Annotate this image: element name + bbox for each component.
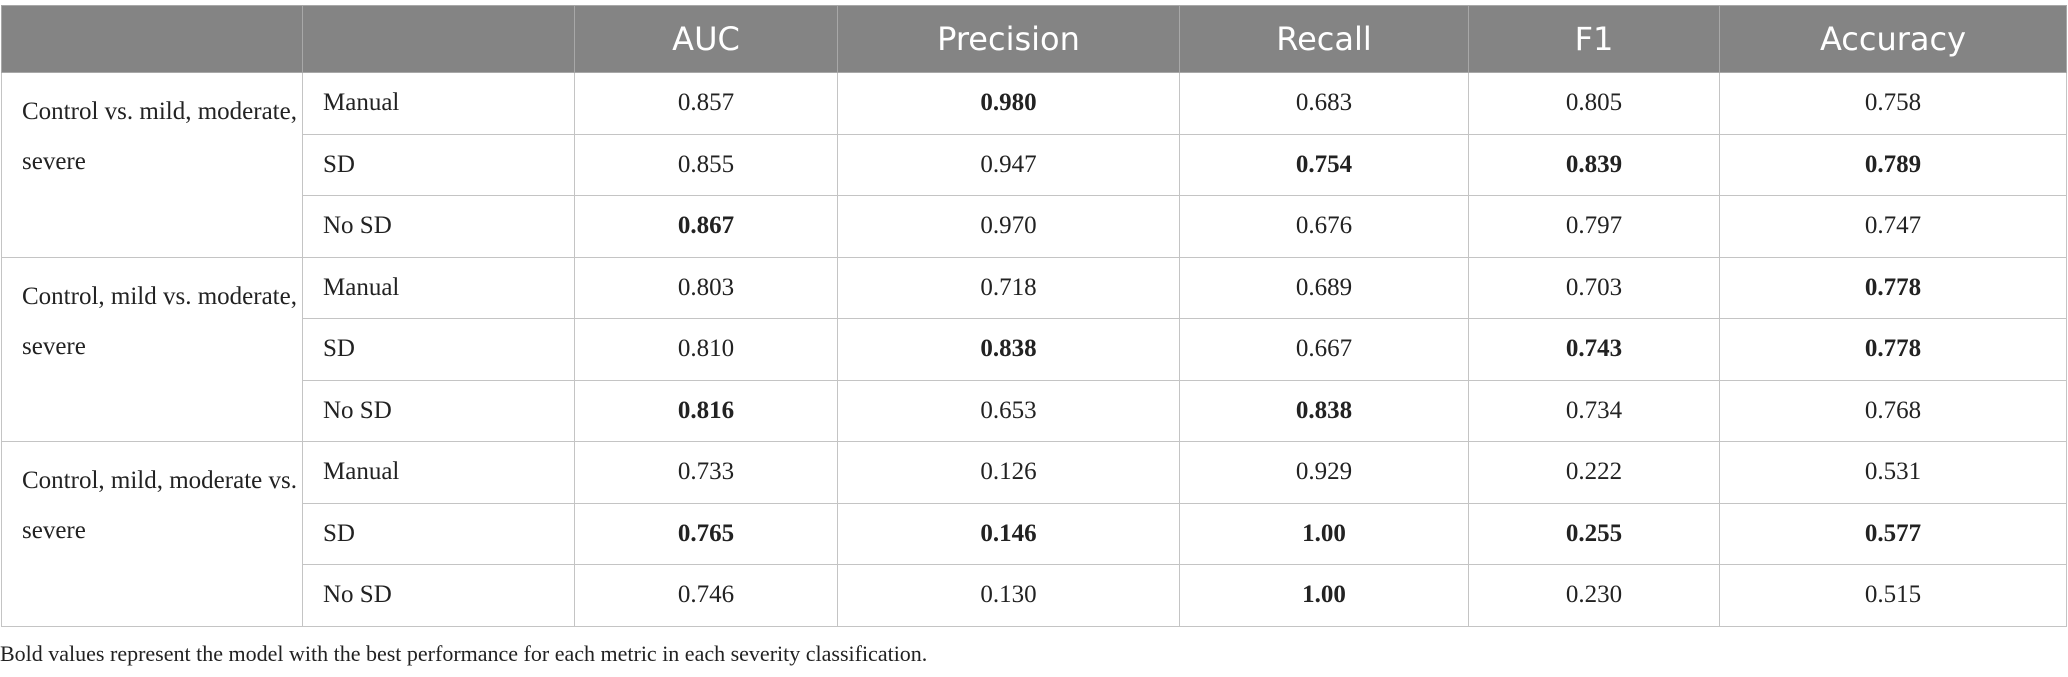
header-corner [1,5,303,73]
recall-value-cell: 0.667 [1179,318,1469,381]
f1-value-cell: 0.230 [1468,564,1720,627]
precision-value-cell: 0.146 [837,502,1180,565]
model-name-cell: Manual [302,72,575,135]
auc-value-cell: 0.855 [574,133,838,196]
accuracy-value-cell: 0.758 [1719,72,2067,135]
auc-value-cell: 0.803 [574,256,838,319]
recall-value-cell: 0.689 [1179,256,1469,319]
accuracy-value-cell: 0.747 [1719,195,2067,258]
f1-value-cell: 0.255 [1468,502,1720,565]
table-row: No SD 0.816 0.653 0.838 0.734 0.768 [2,379,2067,442]
recall-value-cell: 0.676 [1179,195,1469,258]
table-header: AUC Precision Recall F1 Accuracy [1,5,2067,73]
model-name-cell: Manual [302,256,575,319]
results-table: AUC Precision Recall F1 Accuracy Control… [1,5,2067,627]
precision-value-cell: 0.718 [837,256,1180,319]
accuracy-value-cell: 0.515 [1719,564,2067,627]
header-precision: Precision [837,5,1180,73]
accuracy-value-cell: 0.778 [1719,256,2067,319]
model-name-cell: Manual [302,441,575,504]
auc-value-cell: 0.816 [574,379,838,442]
table-footnote: Bold values represent the model with the… [0,641,928,666]
header-empty [302,5,575,73]
table-row: SD 0.810 0.838 0.667 0.743 0.778 [2,318,2067,381]
model-name-cell: No SD [302,564,575,627]
recall-value-cell: 0.683 [1179,72,1469,135]
precision-value-cell: 0.653 [837,379,1180,442]
precision-value-cell: 0.970 [837,195,1180,258]
severity-group-label: Control vs. mild, moderate, severe [1,72,303,258]
recall-value-cell: 0.754 [1179,133,1469,196]
accuracy-value-cell: 0.778 [1719,318,2067,381]
accuracy-value-cell: 0.531 [1719,441,2067,504]
f1-value-cell: 0.797 [1468,195,1720,258]
model-name-cell: SD [302,502,575,565]
precision-value-cell: 0.947 [837,133,1180,196]
auc-value-cell: 0.765 [574,502,838,565]
auc-value-cell: 0.746 [574,564,838,627]
f1-value-cell: 0.743 [1468,318,1720,381]
header-recall: Recall [1179,5,1469,73]
header-auc: AUC [574,5,838,73]
severity-group-label: Control, mild vs. moderate, severe [1,256,303,442]
table-row: Control vs. mild, moderate, severe Manual… [1,72,2067,258]
header-row: AUC Precision Recall F1 Accuracy [1,5,2067,73]
f1-value-cell: 0.805 [1468,72,1720,135]
f1-value-cell: 0.839 [1468,133,1720,196]
table-row: Control, mild vs. moderate, severe Manual… [1,256,2067,442]
recall-value-cell: 0.929 [1179,441,1469,504]
f1-value-cell: 0.222 [1468,441,1720,504]
model-name-cell: SD [302,133,575,196]
auc-value-cell: 0.867 [574,195,838,258]
auc-value-cell: 0.810 [574,318,838,381]
table-row: SD 0.855 0.947 0.754 0.839 0.789 [2,133,2067,196]
model-name-cell: No SD [302,195,575,258]
header-accuracy: Accuracy [1719,5,2067,73]
model-name-cell: SD [302,318,575,381]
auc-value-cell: 0.733 [574,441,838,504]
table-row: No SD 0.746 0.130 1.00 0.230 0.515 [2,564,2067,627]
table-row: No SD 0.867 0.970 0.676 0.797 0.747 [2,195,2067,258]
precision-value-cell: 0.130 [837,564,1180,627]
table-body: Control vs. mild, moderate, severe Manual… [1,72,2067,627]
f1-value-cell: 0.734 [1468,379,1720,442]
model-name-cell: No SD [302,379,575,442]
f1-value-cell: 0.703 [1468,256,1720,319]
precision-value-cell: 0.126 [837,441,1180,504]
header-f1: F1 [1468,5,1720,73]
precision-value-cell: 0.980 [837,72,1180,135]
severity-group-label: Control, mild, moderate vs. severe [1,441,303,627]
recall-value-cell: 1.00 [1179,564,1469,627]
accuracy-value-cell: 0.789 [1719,133,2067,196]
accuracy-value-cell: 0.577 [1719,502,2067,565]
precision-value-cell: 0.838 [837,318,1180,381]
accuracy-value-cell: 0.768 [1719,379,2067,442]
auc-value-cell: 0.857 [574,72,838,135]
recall-value-cell: 1.00 [1179,502,1469,565]
table-row: Control, mild, moderate vs. severe Manual… [1,441,2067,627]
table-row: SD 0.765 0.146 1.00 0.255 0.577 [2,502,2067,565]
recall-value-cell: 0.838 [1179,379,1469,442]
